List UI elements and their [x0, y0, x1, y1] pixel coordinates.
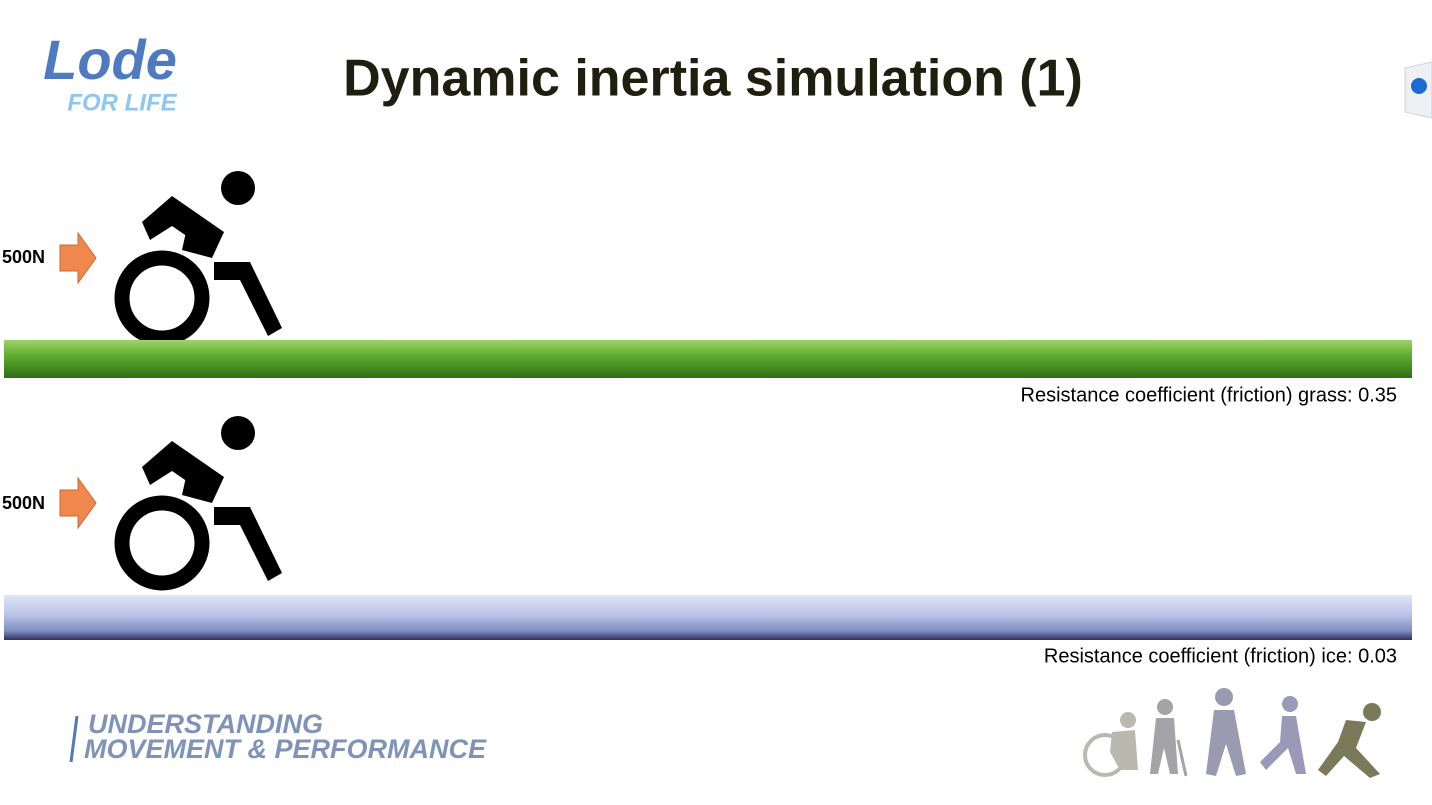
- footer-line: UNDERSTANDING: [88, 709, 323, 739]
- force-label: 500N: [2, 493, 45, 513]
- caption: Resistance coefficient (friction) ice: 0…: [1044, 645, 1397, 667]
- force-arrow: [59, 232, 97, 284]
- silhouettes: [1083, 688, 1381, 778]
- force-label: 500N: [2, 247, 45, 267]
- viewer-icon[interactable]: [1411, 78, 1427, 94]
- grass-strip: [4, 340, 1412, 378]
- force-arrow: [59, 477, 97, 529]
- logo-brand: Lode: [43, 28, 177, 91]
- ice-strip: [4, 595, 1412, 640]
- wheelchair-icon: [122, 171, 282, 338]
- caption: Resistance coefficient (friction) grass:…: [1021, 384, 1397, 406]
- wheelchair-icon: [122, 416, 282, 583]
- footer-line: MOVEMENT & PERFORMANCE: [84, 734, 487, 764]
- slide-title: Dynamic inertia simulation (1): [343, 50, 1083, 108]
- logo-tagline: FOR LIFE: [67, 89, 177, 116]
- footer-bar: [69, 715, 79, 763]
